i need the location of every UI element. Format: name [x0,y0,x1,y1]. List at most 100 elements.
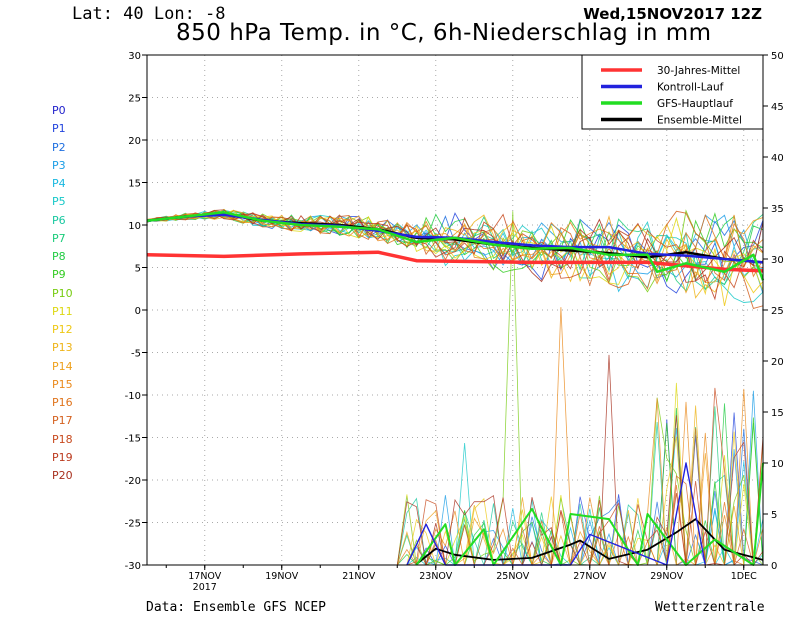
member-precip-line-p7 [147,406,763,567]
x-tick-label: 27NOV [573,571,607,582]
member-precip-line-p4 [147,427,764,567]
member-label-p2: P2 [52,140,66,154]
x-tick-label: 1DEC [731,571,757,582]
legend-box [581,54,764,130]
member-label-p11: P11 [52,304,73,318]
member-temp-line-p14 [146,214,764,294]
x-tick-label: 25NOV [496,571,530,582]
member-label-p18: P18 [52,432,73,446]
member-precip-line-p14 [147,441,764,566]
y-tick-label-left: 20 [128,136,141,147]
series-line-5 [415,462,764,566]
y-tick-label-left: 25 [128,94,141,105]
member-precip-line-p5 [147,442,764,566]
member-label-p15: P15 [52,377,73,391]
member-precip-line-p10 [147,211,764,566]
member-temp-line-p19 [146,212,764,301]
member-precip-line-p12 [147,431,763,567]
member-precip-line-p1 [147,412,764,567]
y-tick-label-left: -5 [131,349,141,360]
member-label-p5: P5 [52,195,66,209]
member-temp-line-p12 [146,209,764,306]
y-tick-label-right: 25 [771,306,784,317]
series-line-0 [146,250,764,273]
member-label-p12: P12 [52,323,73,336]
legend-label: Ensemble-Mittel [657,115,742,127]
member-precip-line-p18 [147,387,763,567]
x-tick-label: 21NOV [342,571,376,582]
series-line-2 [146,213,764,264]
member-label-p7: P7 [52,231,66,245]
y-tick-label-right: 35 [771,204,784,215]
y-tick-label-left: 15 [128,179,141,190]
y-tick-label-left: -15 [125,434,141,445]
x-tick-label: 29NOV [650,571,684,582]
y-tick-label-right: 30 [771,255,784,266]
member-temp-line-p6 [146,209,764,290]
member-temp-line-p4 [146,212,764,293]
member-temp-line-p15 [146,210,764,285]
member-label-p10: P10 [52,286,73,300]
brand-label: Wetterzentrale [655,600,765,615]
member-precip-line-p2 [147,428,763,566]
member-label-p13: P13 [52,341,73,355]
member-label-p1: P1 [52,122,66,136]
member-temp-line-p10 [146,209,764,293]
member-label-p6: P6 [52,213,66,227]
ensemble-member-list: P0 P1 P2 P3 P4 P5 P6 P7 P8 P9 P10 P11 P12 P13 P14 P15 P1… [52,102,73,485]
y-tick-label-right: 20 [771,357,784,368]
member-label-p20: P20 [52,469,73,482]
member-temp-line-p9 [146,210,764,283]
run-datestamp: Wed,15NOV2017 12Z [583,5,762,23]
y-tick-label-right: 40 [771,153,784,164]
member-precip-line-p20 [147,354,764,566]
member-temp-line-p11 [146,208,764,291]
member-temp-line-p13 [146,212,764,299]
member-precip-line-p15 [147,307,764,567]
member-precip-line-p9 [147,417,764,566]
y-tick-label-right: 45 [771,102,784,113]
member-temp-line-p2 [146,213,764,279]
x-tick-year: 2017 [193,582,217,593]
member-label-p0: P0 [52,104,66,117]
x-tick-label: 19NOV [265,571,299,582]
member-label-p17: P17 [52,414,73,428]
member-temp-line-p1 [146,211,764,294]
x-tick-label: 23NOV [419,571,453,582]
y-tick-label-left: 10 [128,221,141,232]
y-tick-label-right: 10 [771,459,784,470]
y-tick-label-left: 0 [135,306,141,317]
member-precip-line-p6 [147,421,763,567]
member-temp-line-p17 [146,210,764,309]
member-temp-line-p7 [146,211,764,292]
legend-label: Kontroll-Lauf [657,82,724,94]
member-label-p19: P19 [52,450,73,464]
y-tick-label-left: -20 [125,476,141,487]
series-line-1 [146,212,764,264]
series-line-3 [146,211,765,281]
member-precip-line-p16 [147,428,763,566]
member-precip-line-p8 [147,403,764,566]
series-line-6 [406,462,706,566]
member-label-p8: P8 [52,250,66,263]
member-temp-line-p16 [146,213,764,291]
y-tick-label-right: 15 [771,408,784,419]
member-label-p9: P9 [52,268,66,282]
member-precip-line-p19 [147,436,764,566]
y-tick-label-right: 50 [771,51,784,62]
legend-label: 30-Jahres-Mittel [657,65,740,77]
member-label-p3: P3 [52,158,66,172]
series-line-4 [415,518,764,565]
y-tick-label-left: -25 [125,519,141,530]
member-precip-line-p3 [147,390,764,566]
member-label-p16: P16 [52,396,73,409]
member-precip-line-p17 [147,475,763,566]
member-temp-line-p20 [146,209,764,283]
data-source-label: Data: Ensemble GFS NCEP [146,600,327,615]
plot-frame [146,54,764,566]
y-tick-label-right: 5 [771,510,777,521]
member-temp-line-p3 [146,210,764,294]
y-tick-label-left: 5 [135,264,141,275]
x-tick-label: 17NOV [188,571,222,582]
